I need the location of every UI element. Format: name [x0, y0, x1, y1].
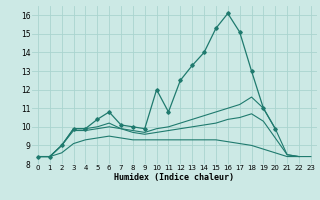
X-axis label: Humidex (Indice chaleur): Humidex (Indice chaleur)	[115, 173, 234, 182]
